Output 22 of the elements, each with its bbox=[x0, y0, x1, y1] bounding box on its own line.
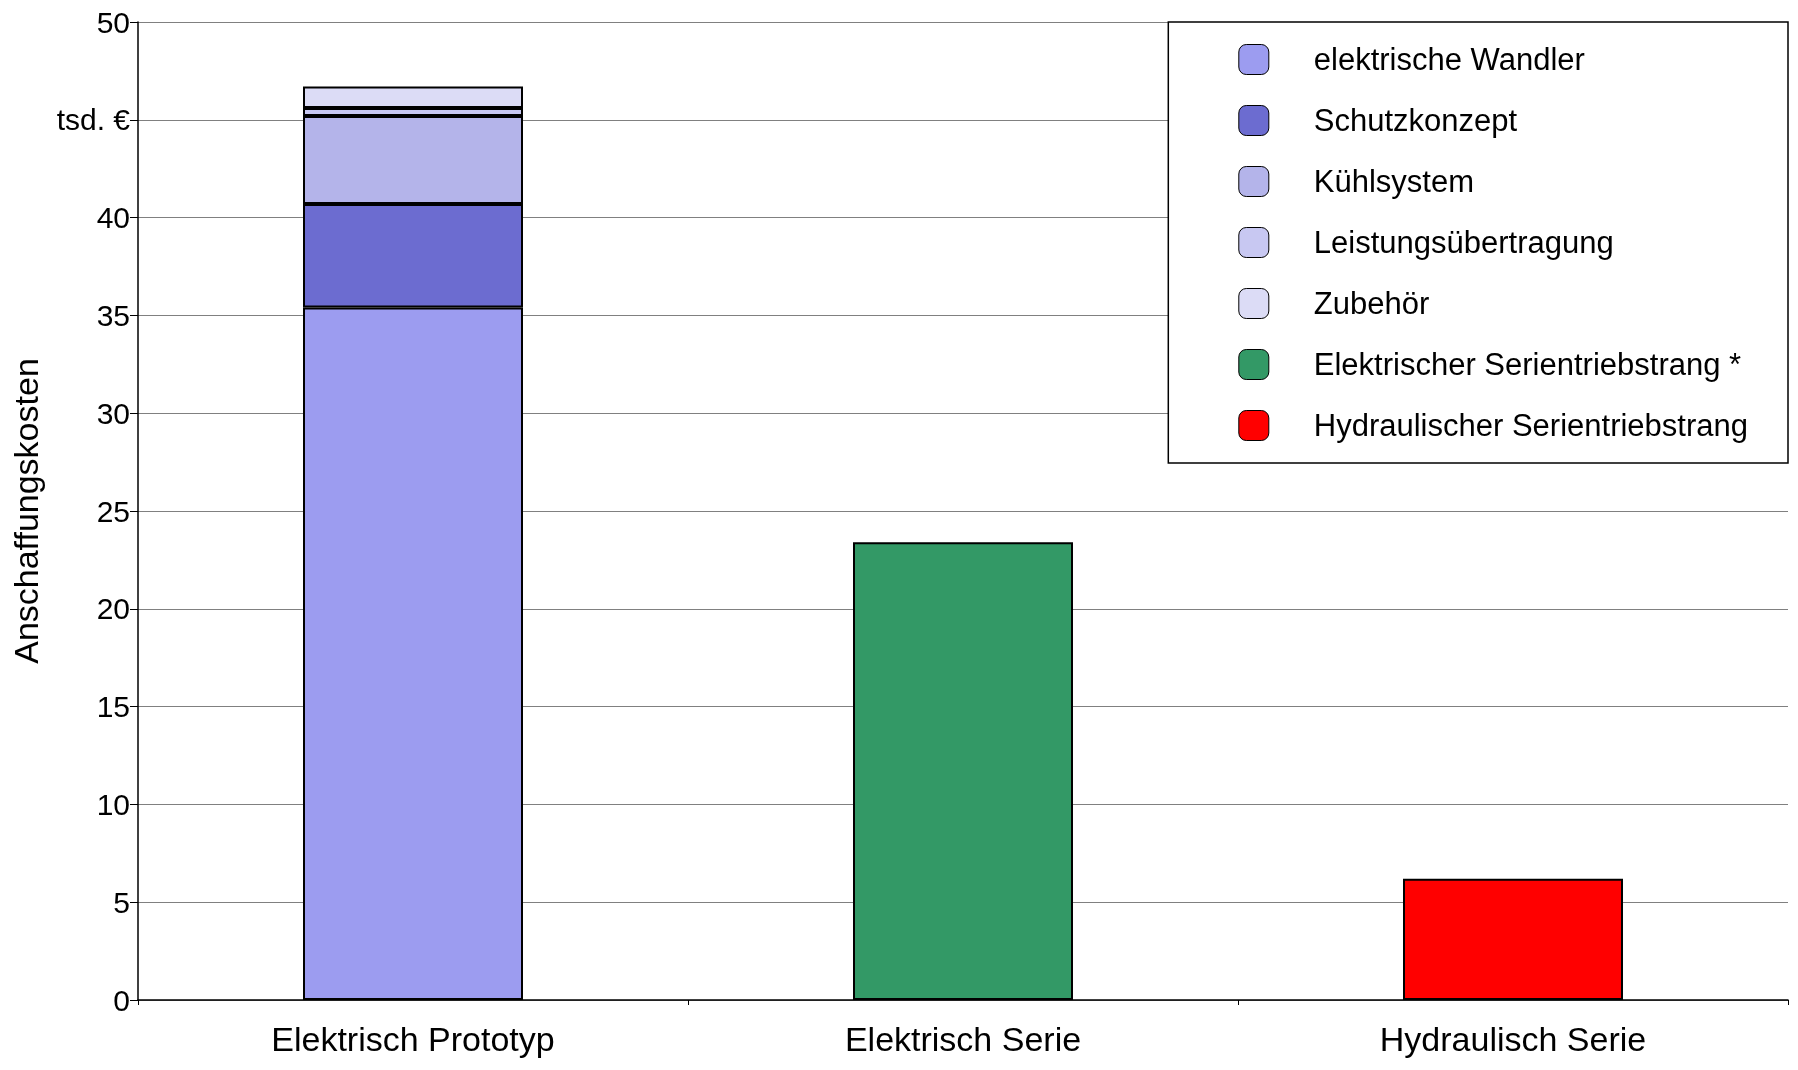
y-tick-label: 15 bbox=[96, 690, 130, 724]
y-tick-label: 5 bbox=[113, 885, 130, 919]
legend-label: Schutzkonzept bbox=[1313, 103, 1518, 138]
legend-label: Hydraulischer Serientriebstrang bbox=[1313, 408, 1749, 443]
y-tick-label: 10 bbox=[96, 787, 130, 821]
x-tick-label: Elektrisch Prototyp bbox=[271, 1020, 555, 1058]
x-tick-label: Hydraulisch Serie bbox=[1379, 1020, 1647, 1058]
y-tick-label: 50 bbox=[96, 5, 130, 39]
legend-label: Kühlsystem bbox=[1313, 164, 1475, 199]
y-axis-title: Anschaffungskosten bbox=[7, 358, 45, 664]
y-tick-label: 30 bbox=[96, 396, 130, 430]
y-tick-label: 35 bbox=[96, 298, 130, 332]
y-tick-label: 0 bbox=[113, 983, 130, 1017]
legend-label: elektrische Wandler bbox=[1313, 42, 1585, 77]
y-tick-label: 20 bbox=[96, 592, 130, 626]
y-tick-label: 40 bbox=[96, 201, 130, 235]
legend-label: Zubehör bbox=[1313, 286, 1430, 321]
legend-label: Leistungsübertragung bbox=[1313, 225, 1614, 260]
legend-label: Elektrischer Serientriebstrang * bbox=[1313, 347, 1742, 382]
y-tick-label: tsd. € bbox=[56, 103, 131, 137]
x-tick-label: Elektrisch Serie bbox=[844, 1020, 1082, 1058]
y-tick-label: 25 bbox=[96, 494, 130, 528]
